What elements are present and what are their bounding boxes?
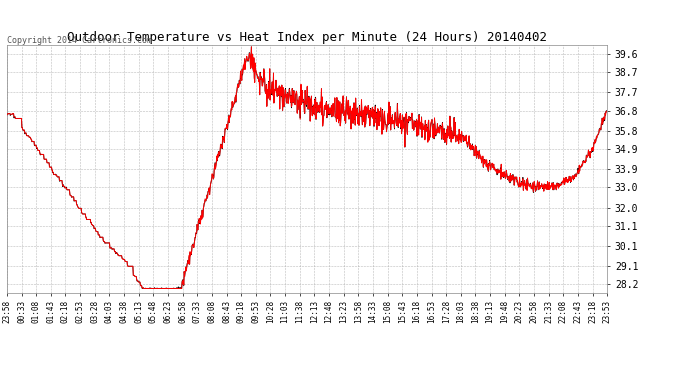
Text: Temperature  (°F): Temperature (°F) <box>573 10 665 19</box>
Text: Heat Index  (°F): Heat Index (°F) <box>428 10 514 19</box>
Title: Outdoor Temperature vs Heat Index per Minute (24 Hours) 20140402: Outdoor Temperature vs Heat Index per Mi… <box>67 31 547 44</box>
Text: Copyright 2014 Cartronics.com: Copyright 2014 Cartronics.com <box>7 36 152 45</box>
